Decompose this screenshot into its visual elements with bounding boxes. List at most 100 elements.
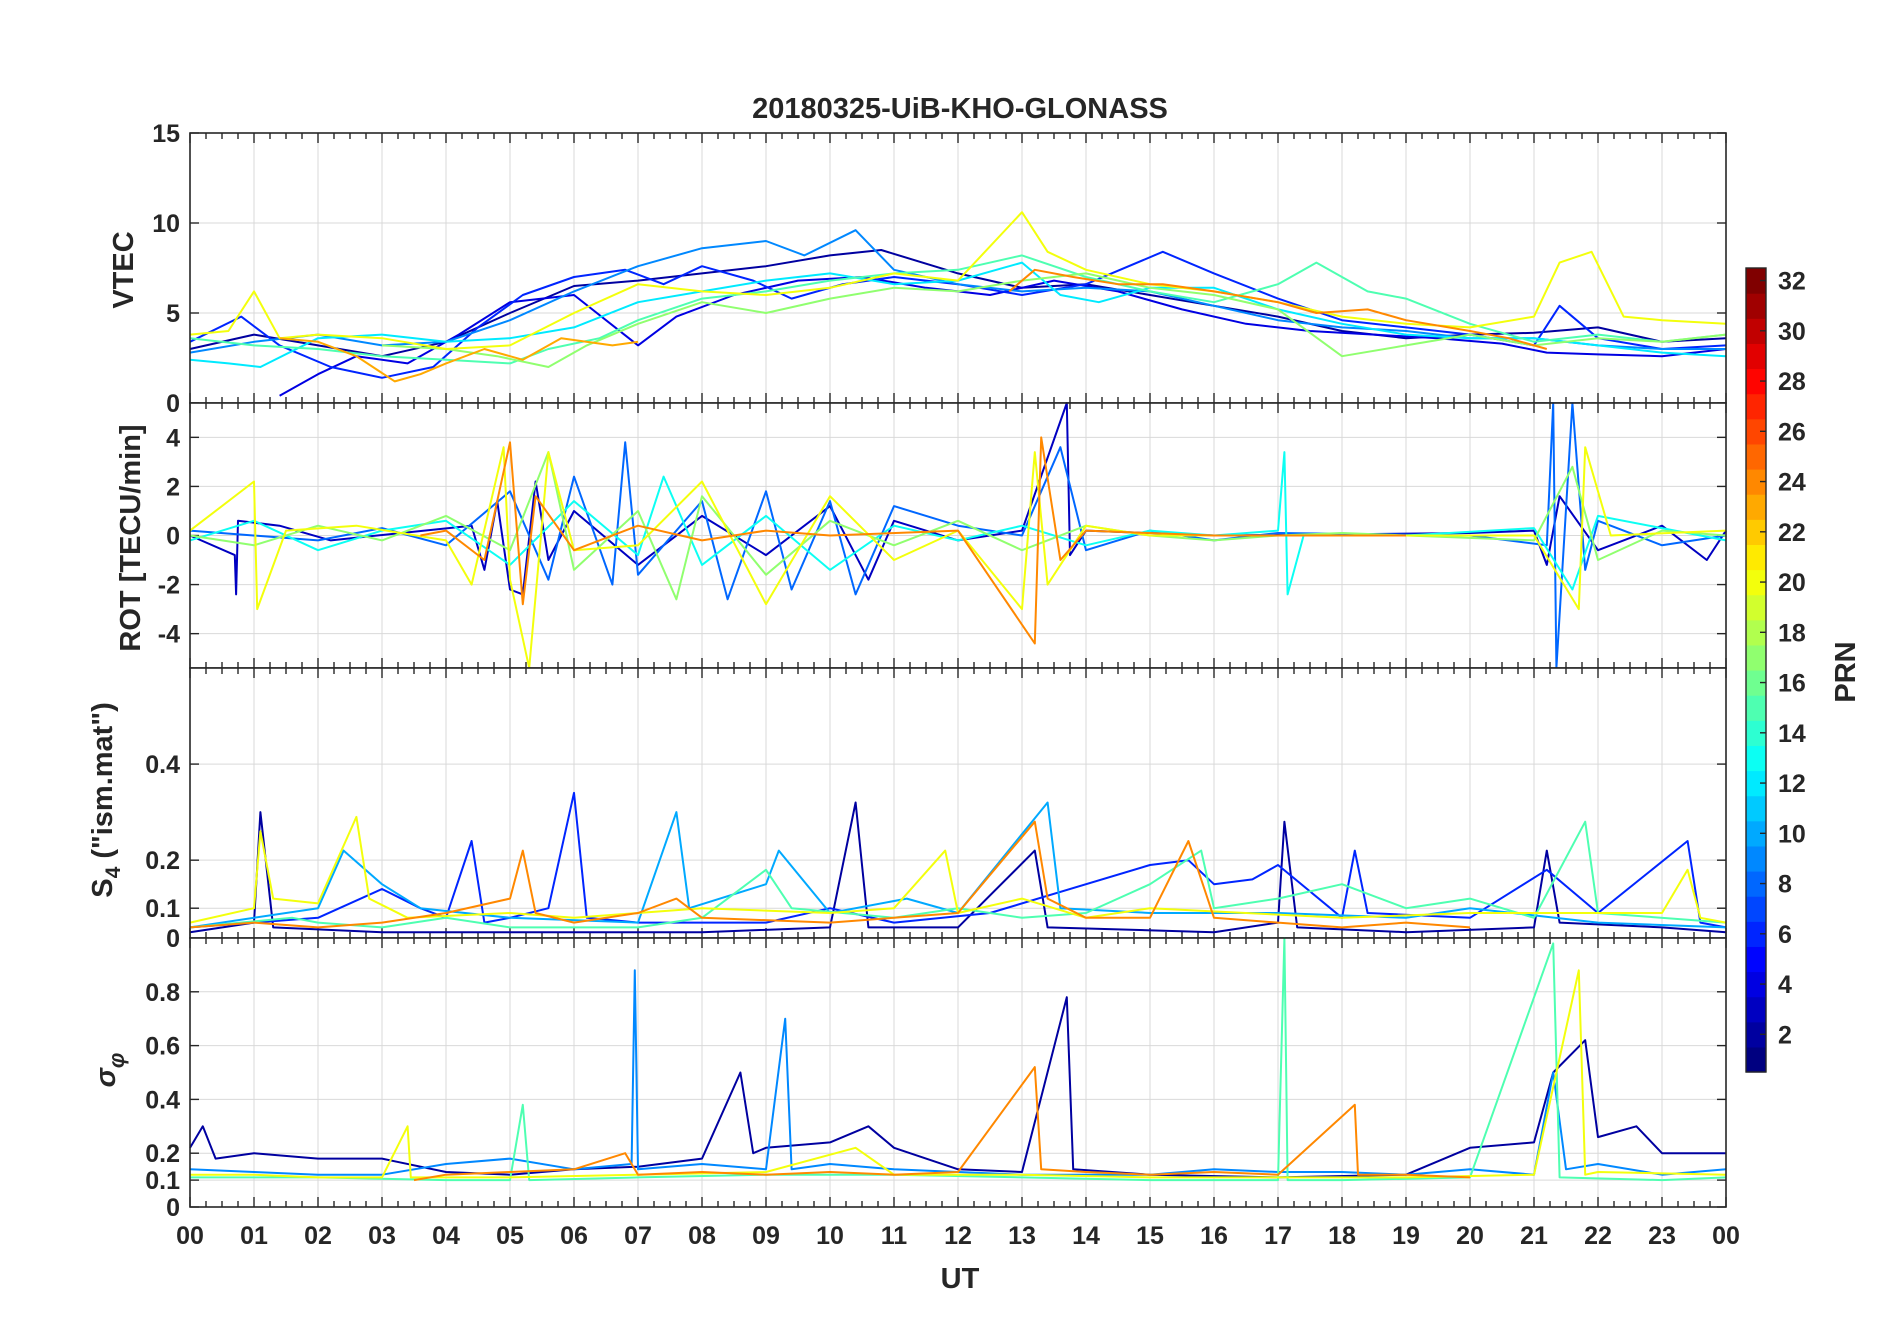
x-tick-label: 22 bbox=[1584, 1222, 1612, 1250]
colorbar-segment bbox=[1746, 594, 1766, 621]
colorbar-tick-label: 30 bbox=[1778, 318, 1806, 346]
x-tick-label: 20 bbox=[1456, 1222, 1484, 1250]
rot-series-prn-8 bbox=[189, 402, 1727, 669]
colorbar-segment bbox=[1746, 971, 1766, 998]
s4-ytick-label: 0.4 bbox=[145, 751, 180, 779]
rot-ytick-label: 0 bbox=[166, 523, 180, 551]
sigma_phi-ytick-label: 0.1 bbox=[145, 1167, 180, 1195]
colorbar-segment bbox=[1746, 318, 1766, 344]
sigma_phi-axis-frame bbox=[189, 937, 1727, 1208]
x-tick-label: 08 bbox=[688, 1222, 716, 1250]
colorbar-segment bbox=[1746, 745, 1766, 772]
colorbar-segment bbox=[1746, 820, 1766, 847]
x-tick-label: 16 bbox=[1200, 1222, 1228, 1250]
s4-ytick-label-extra: 0 bbox=[166, 925, 180, 953]
s4-series-prn-15 bbox=[189, 820, 1727, 929]
colorbar-segment bbox=[1746, 393, 1766, 420]
colorbar-segment bbox=[1746, 946, 1766, 973]
s4-ylabel-sub: 4 bbox=[102, 866, 125, 878]
colorbar-tick-label: 24 bbox=[1778, 469, 1806, 497]
colorbar-tick-label: 4 bbox=[1778, 971, 1792, 999]
colorbar-frame bbox=[1745, 267, 1767, 1073]
rot-ytick-label: -2 bbox=[158, 572, 180, 600]
colorbar-segment bbox=[1746, 268, 1766, 294]
s4-series-prn-10 bbox=[189, 801, 1727, 929]
sigma_phi-ytick-label: 0.6 bbox=[145, 1033, 180, 1061]
colorbar-segment bbox=[1746, 670, 1766, 696]
colorbar-segment bbox=[1746, 619, 1766, 646]
sigma_phi-ytick-label: 0 bbox=[166, 1194, 180, 1222]
rot-ytick-label: -4 bbox=[158, 621, 180, 649]
colorbar-tick-label: 20 bbox=[1778, 569, 1806, 597]
sigma_phi-series-prn-20 bbox=[190, 969, 1727, 1179]
colorbar-segment bbox=[1746, 695, 1766, 721]
x-tick-label: 10 bbox=[816, 1222, 844, 1250]
colorbar-tick-label: 16 bbox=[1778, 670, 1806, 698]
colorbar-tick-label: 10 bbox=[1778, 820, 1806, 848]
colorbar-tick-label: 8 bbox=[1778, 871, 1792, 899]
x-tick-label: 18 bbox=[1328, 1222, 1356, 1250]
vtec-series-prn-15 bbox=[189, 254, 1727, 365]
colorbar-segment bbox=[1746, 293, 1766, 319]
vtec-ytick-label: 0 bbox=[166, 390, 180, 418]
vtec-ytick-label: 15 bbox=[152, 120, 180, 148]
x-tick-label: 13 bbox=[1008, 1222, 1036, 1250]
colorbar-tick-label: 26 bbox=[1778, 418, 1806, 446]
vtec-series-prn-20 bbox=[189, 211, 1727, 350]
x-tick-label: 19 bbox=[1392, 1222, 1420, 1250]
x-tick-label: 00 bbox=[1712, 1222, 1740, 1250]
x-tick-label: 15 bbox=[1136, 1222, 1164, 1250]
rot-ylabel: ROT [TECU/min] bbox=[115, 424, 147, 651]
x-tick-label: 03 bbox=[368, 1222, 396, 1250]
colorbar-tick-label: 12 bbox=[1778, 770, 1806, 798]
colorbar-segment bbox=[1746, 795, 1766, 822]
sigma_phi-series-prn-2 bbox=[189, 996, 1726, 1179]
colorbar-segment bbox=[1746, 418, 1766, 445]
x-tick-label: 14 bbox=[1072, 1222, 1100, 1250]
colorbar-tick-label: 22 bbox=[1778, 519, 1806, 547]
x-tick-label: 23 bbox=[1648, 1222, 1676, 1250]
colorbar-label: PRN bbox=[1830, 641, 1862, 702]
chart-title: 20180325-UiB-KHO-GLONASS bbox=[752, 93, 1168, 125]
sigma-phi-ylabel-main: σ bbox=[90, 1066, 122, 1087]
rot-series-prn-17 bbox=[189, 451, 1727, 601]
vtec-series-prn-23 bbox=[279, 337, 639, 383]
colorbar-segment bbox=[1746, 544, 1766, 571]
s4-ylabel-rest: ("ism.mat") bbox=[87, 702, 119, 866]
x-tick-label: 01 bbox=[240, 1222, 268, 1250]
colorbar-segment bbox=[1746, 469, 1766, 495]
x-axis-label: UT bbox=[941, 1263, 980, 1295]
colorbar-tick-label: 28 bbox=[1778, 368, 1806, 396]
x-tick-label: 07 bbox=[624, 1222, 652, 1250]
x-tick-label: 00 bbox=[176, 1222, 204, 1250]
vtec-ytick-label: 10 bbox=[152, 210, 180, 238]
rot-ytick-label: 4 bbox=[166, 424, 180, 452]
vtec-ylabel: VTEC bbox=[108, 231, 140, 308]
rot-panel: -4 -2 0 2 4 bbox=[158, 402, 1727, 669]
x-tick-label: 09 bbox=[752, 1222, 780, 1250]
colorbar-tick-label: 6 bbox=[1778, 921, 1792, 949]
sigma-phi-ylabel-sub: φ bbox=[104, 1053, 129, 1068]
x-tick-label: 17 bbox=[1264, 1222, 1292, 1250]
colorbar-segment bbox=[1746, 443, 1766, 470]
sigma_phi-ytick-label: 0.8 bbox=[145, 979, 180, 1007]
s4-series-prn-20 bbox=[189, 815, 1727, 924]
sigma-phi-panel: 00.10.2 0.4 0.6 0.8 bbox=[145, 937, 1727, 1222]
sigma_phi-ytick-label: 0.4 bbox=[145, 1086, 180, 1114]
s4-ytick-label: 0.1 bbox=[145, 895, 180, 923]
x-tick-label: 02 bbox=[304, 1222, 332, 1250]
x-tick-label: 06 bbox=[560, 1222, 588, 1250]
sigma-phi-ylabel: σφ bbox=[90, 1053, 129, 1088]
colorbar-segment bbox=[1746, 494, 1766, 520]
x-tick-label: 04 bbox=[432, 1222, 460, 1250]
x-tick-label: 05 bbox=[496, 1222, 524, 1250]
colorbar-segment bbox=[1746, 1046, 1766, 1073]
s4-panel: 0.1 0.2 0.4 0 bbox=[145, 667, 1727, 953]
rot-ytick-label: 2 bbox=[166, 473, 180, 501]
x-tick-label: 12 bbox=[944, 1222, 972, 1250]
colorbar-segment bbox=[1746, 1021, 1766, 1048]
x-tick-label: 21 bbox=[1520, 1222, 1548, 1250]
colorbar-segment bbox=[1746, 519, 1766, 545]
